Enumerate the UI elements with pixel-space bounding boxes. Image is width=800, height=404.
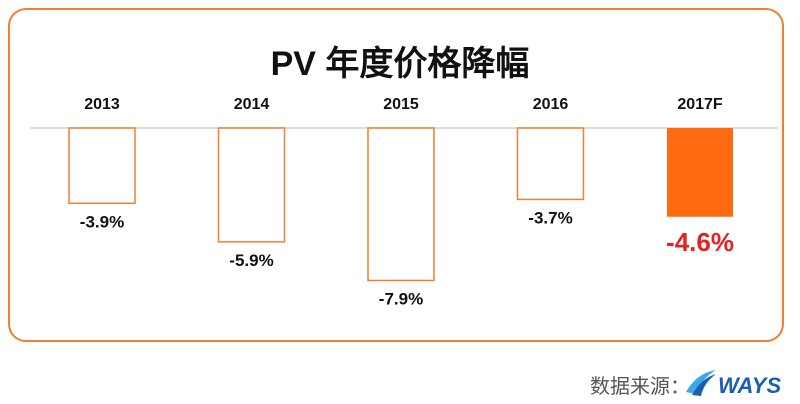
value-label-2014: -5.9% [229,251,273,270]
value-label-2015: -7.9% [379,289,423,308]
source-label: 数据来源： [590,376,690,398]
bar-2017F [667,128,733,217]
bar-2013 [68,127,136,205]
category-label-2017F: 2017F [677,96,723,113]
value-label-2016: -3.7% [528,208,572,227]
swoosh-icon-secondary [692,374,716,396]
bar-2016 [516,127,585,201]
source-footer: 数据来源： WAYS [0,364,800,400]
chart-title: PV 年度价格降幅 [270,45,530,83]
value-label-2017F: -4.6% [666,227,734,257]
category-label-2015: 2015 [383,96,419,113]
ways-logo: WAYS [686,370,781,398]
category-label-2013: 2013 [84,96,120,113]
category-label-2016: 2016 [533,96,569,113]
category-label-2014: 2014 [234,96,270,113]
logo-text: WAYS [718,373,781,398]
value-label-2013: -3.9% [80,212,124,231]
swoosh-icon [686,370,716,394]
bar-2014 [217,127,286,243]
bar-2015 [367,127,435,282]
